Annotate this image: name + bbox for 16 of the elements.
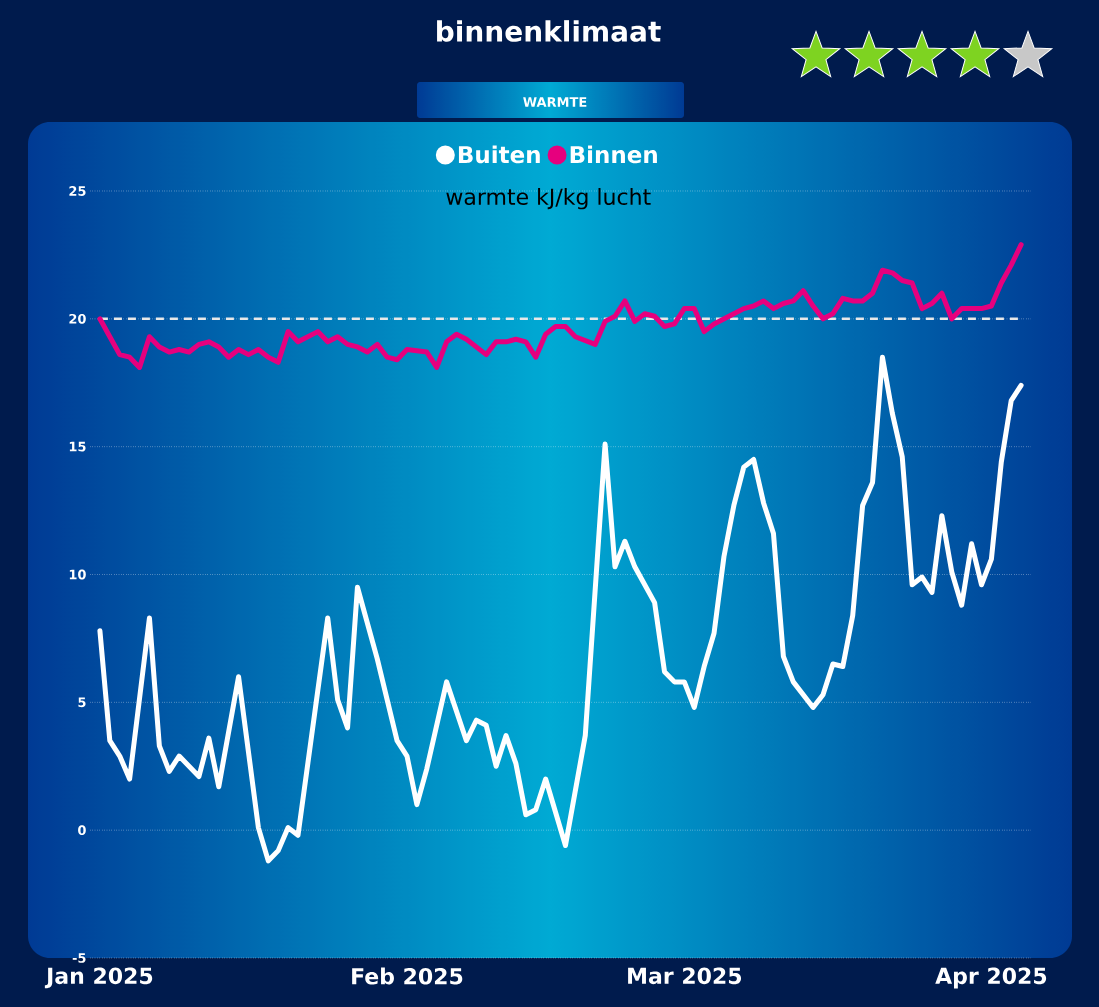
x-tick-label: Feb 2025 [352, 967, 463, 985]
y-tick-label: -5 [72, 953, 86, 963]
y-tick-label: 20 [69, 313, 86, 324]
legend-label: Buiten [458, 145, 540, 164]
chart-subtitle: WARMTE [523, 97, 587, 107]
x-tick-label: Apr 2025 [935, 967, 1047, 989]
y-axis-title: warmte kJ/kg lucht [446, 188, 651, 210]
y-tick-label: 15 [69, 441, 86, 452]
y-tick-label: 5 [78, 697, 86, 708]
chart-title: binnenklimaat [437, 20, 661, 42]
y-tick-label: 10 [69, 569, 86, 580]
x-tick-label: Mar 2025 [628, 967, 742, 985]
x-tick-label: Jan 2025 [44, 967, 153, 989]
y-tick-label: 0 [78, 825, 86, 836]
y-tick-label: 25 [69, 186, 86, 196]
legend-label: Binnen [570, 145, 657, 164]
